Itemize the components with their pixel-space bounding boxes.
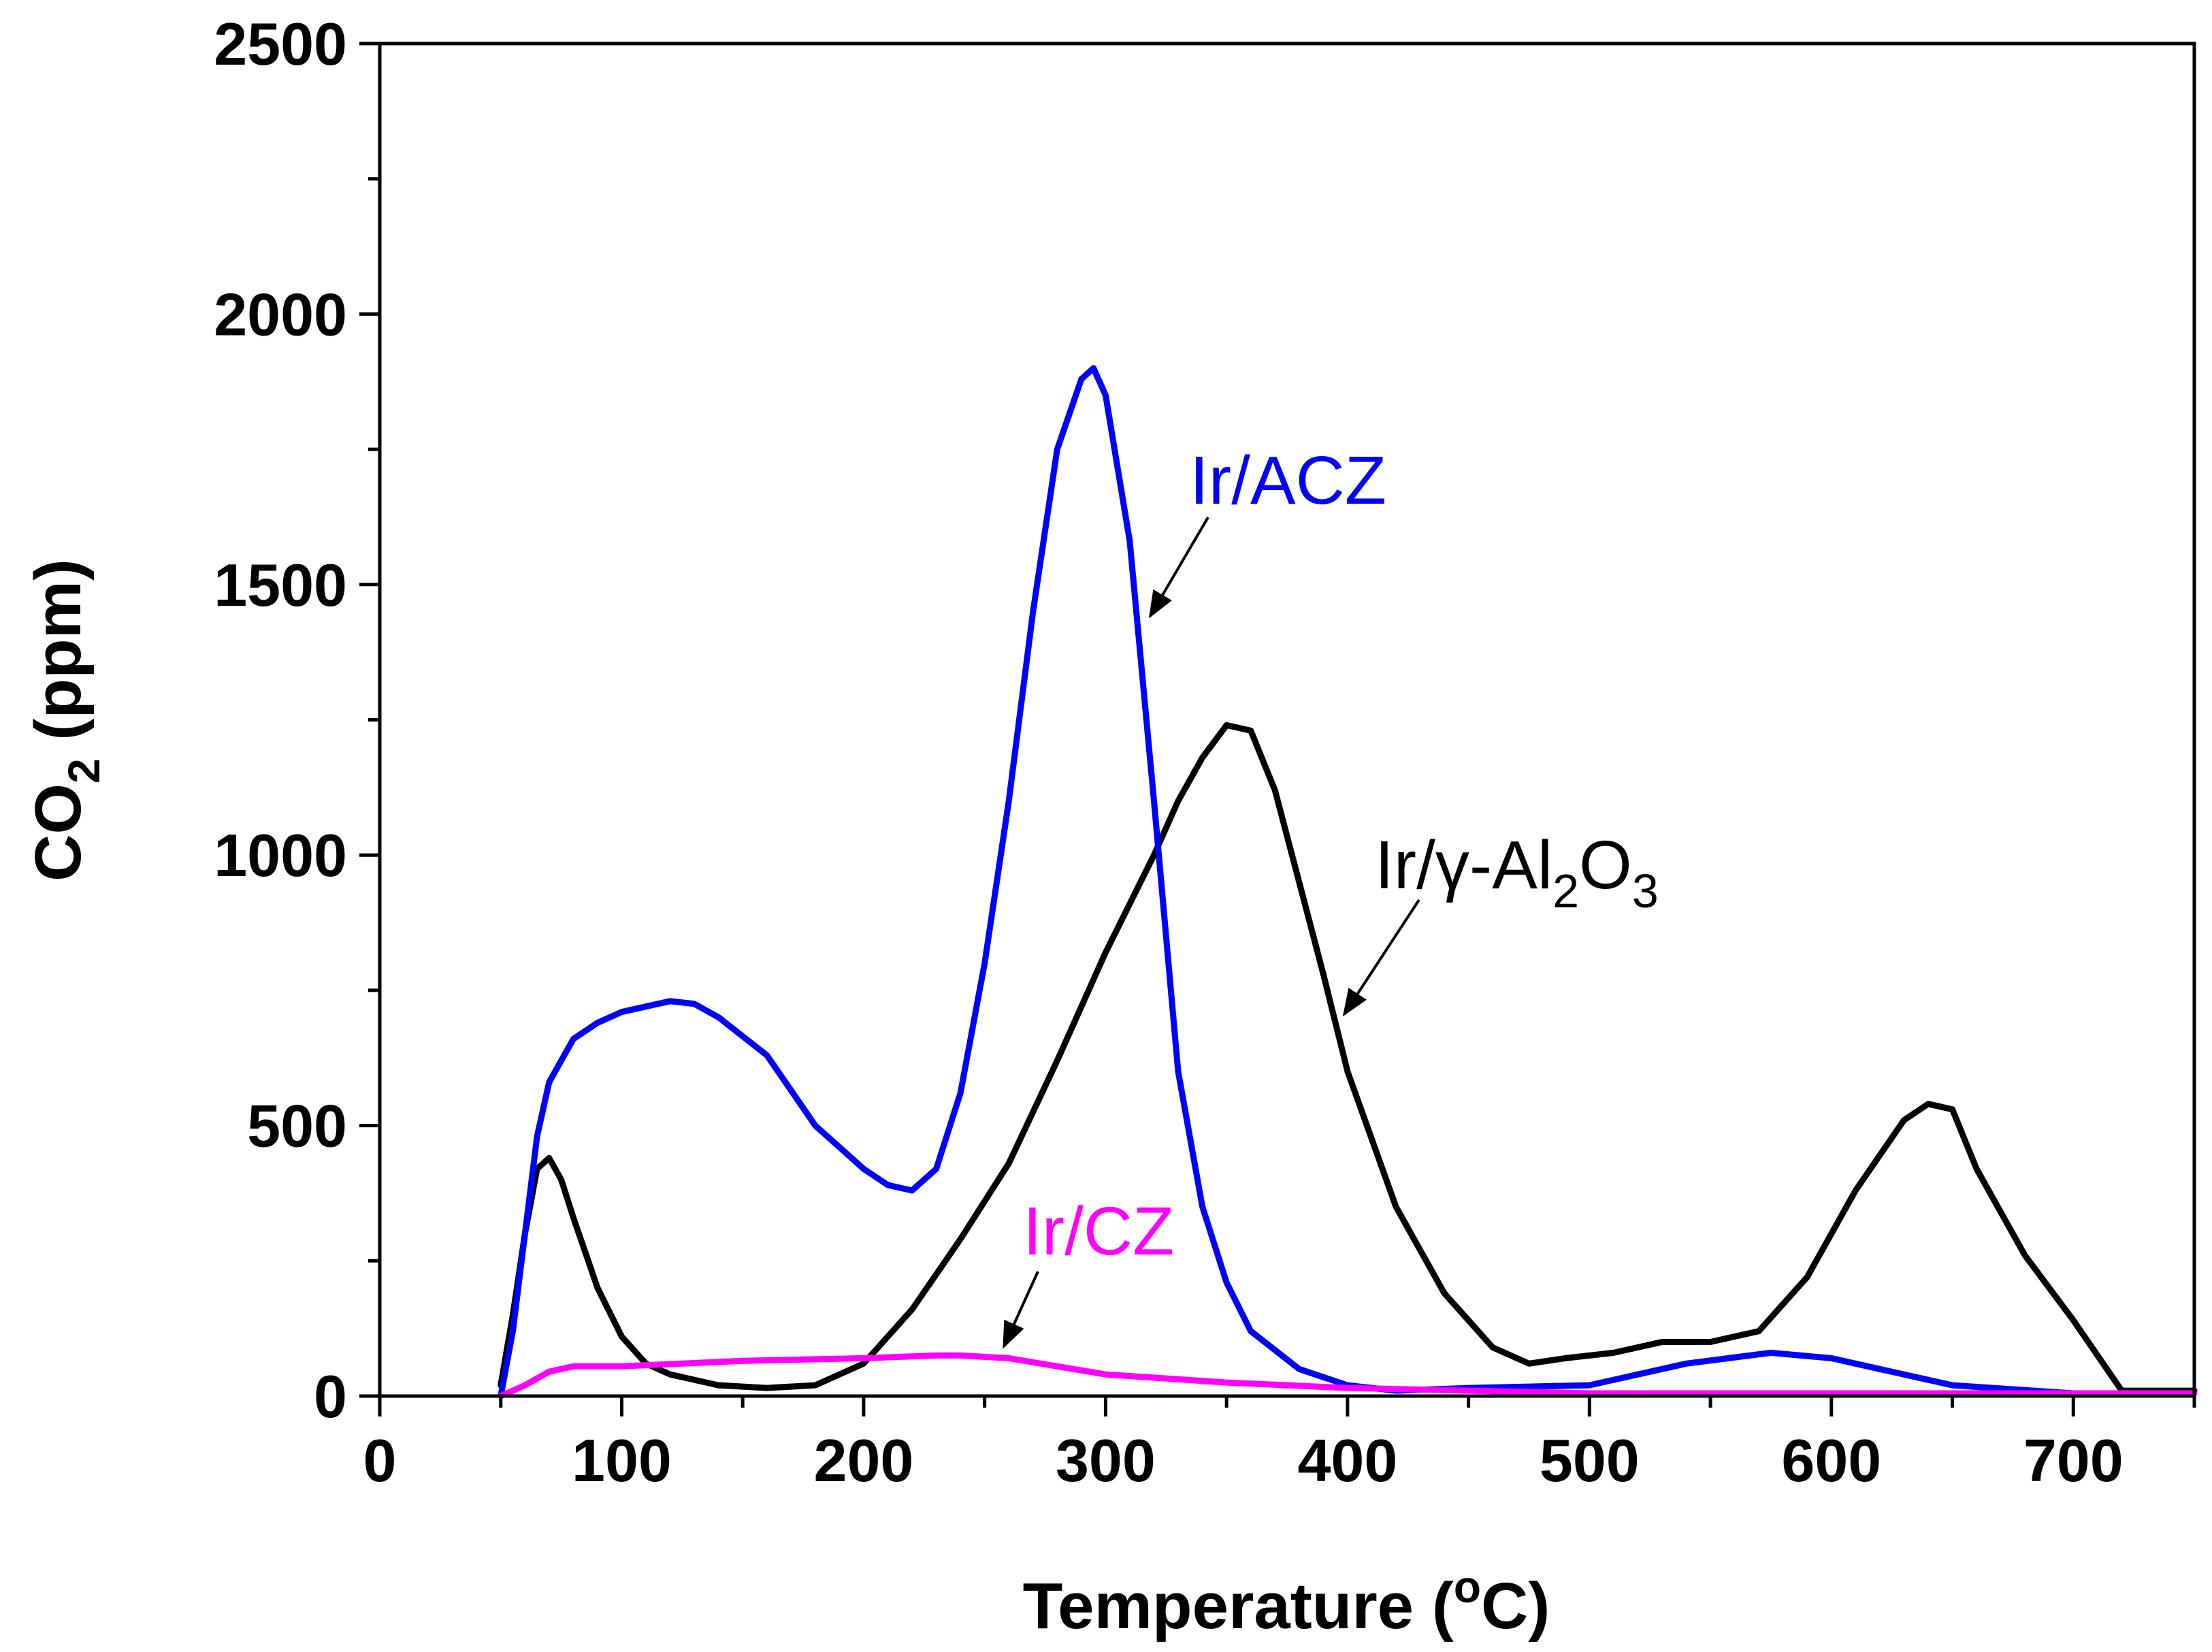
x-tick-label: 200 — [814, 1427, 914, 1494]
annotation-ir-acz: Ir/ACZ — [1190, 442, 1386, 519]
x-tick-label: 300 — [1056, 1427, 1156, 1494]
x-tick-label: 100 — [572, 1427, 672, 1494]
x-tick-label: 500 — [1540, 1427, 1640, 1494]
arrow-ir-acz — [1148, 516, 1209, 619]
y-axis-title: CO2 (ppm) — [22, 559, 109, 881]
annotation-ir-cz: Ir/CZ — [1023, 1193, 1174, 1269]
series-line-ir-al2o3 — [498, 722, 2198, 1394]
y-tick-label: 500 — [247, 1092, 347, 1160]
annotation-ir-al2o3: Ir/γ-Al2O3 — [1375, 827, 1659, 918]
y-tick-label: 2000 — [214, 280, 347, 348]
series-line-ir-acz — [498, 365, 2198, 1399]
x-axis-title: Temperature (oC) — [1023, 1561, 1550, 1642]
y-tick-label: 0 — [314, 1363, 347, 1430]
y-tick-label: 2500 — [214, 10, 347, 78]
series-layer — [498, 365, 2198, 1399]
y-tick-label: 1000 — [214, 822, 347, 889]
ticks-layer: 0 100 200 300 400 500 600 700 0 500 1000 1500 2000 25… — [214, 10, 2196, 1494]
x-tick-label: 0 — [363, 1427, 397, 1494]
series-line-ir-cz — [498, 1352, 2198, 1399]
x-tick-label: 400 — [1297, 1427, 1397, 1494]
y-tick-label: 1500 — [214, 551, 347, 619]
x-tick-label: 700 — [2023, 1427, 2124, 1494]
arrow-ir-al2o3 — [1342, 898, 1420, 1017]
plot-frame — [378, 42, 2196, 1398]
x-tick-label: 600 — [1781, 1427, 1881, 1494]
arrow-ir-cz — [1003, 1271, 1039, 1349]
